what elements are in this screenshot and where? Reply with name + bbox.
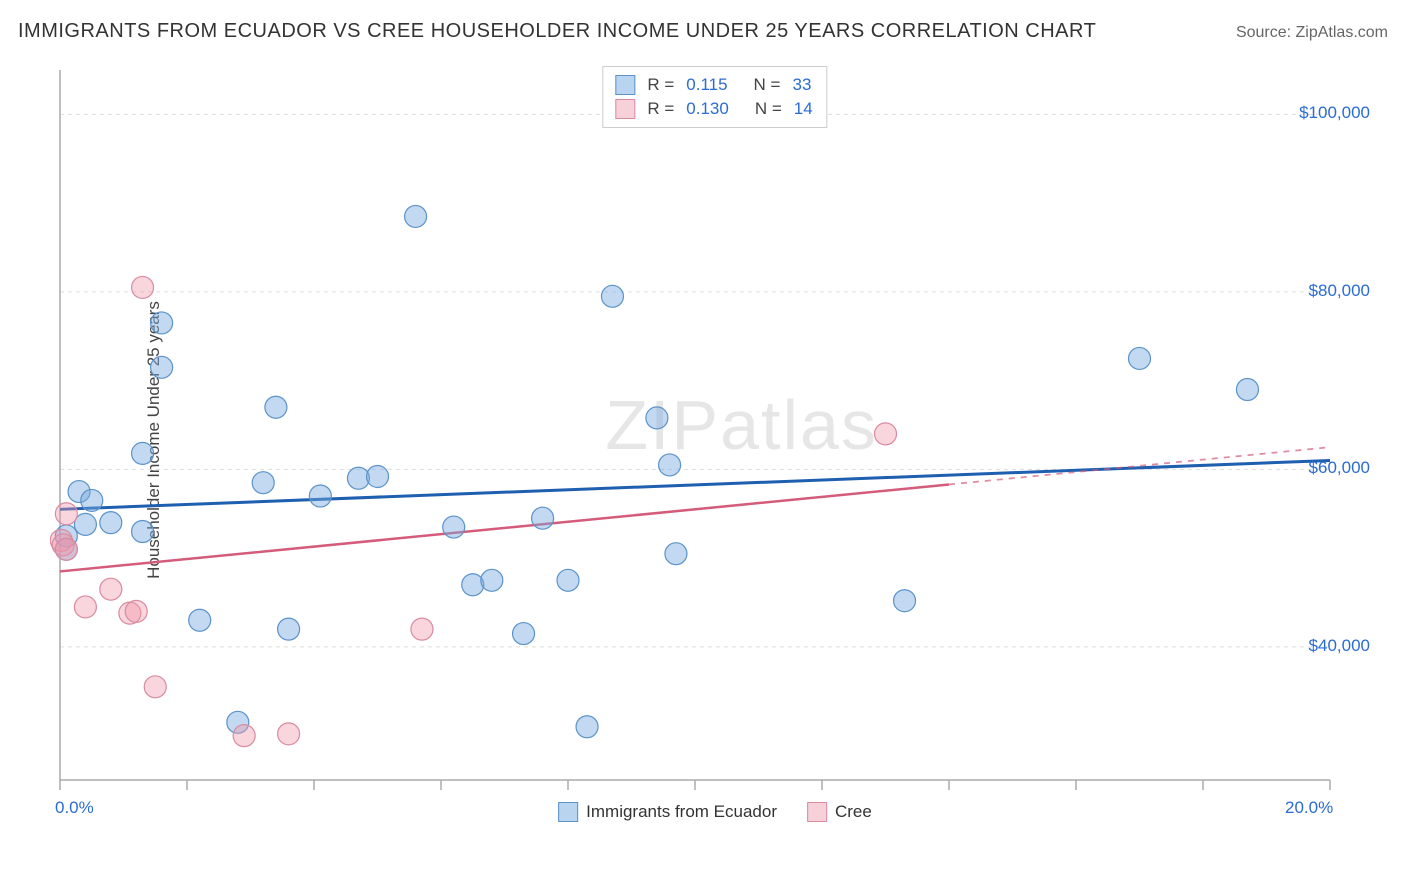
chart-header: IMMIGRANTS FROM ECUADOR VS CREE HOUSEHOL… bbox=[18, 20, 1388, 43]
series-label: Cree bbox=[835, 802, 872, 822]
r-label: R = bbox=[647, 75, 674, 95]
r-label: R = bbox=[647, 99, 674, 119]
scatter-plot bbox=[50, 60, 1380, 820]
correlation-legend: R = 0.115 N = 33 R = 0.130 N = 14 bbox=[602, 66, 827, 128]
y-tick-label: $80,000 bbox=[1309, 281, 1370, 301]
legend-swatch bbox=[807, 802, 827, 822]
legend-swatch bbox=[615, 75, 635, 95]
legend-row: R = 0.130 N = 14 bbox=[615, 97, 814, 121]
x-min-label: 0.0% bbox=[55, 798, 94, 818]
series-legend-item: Immigrants from Ecuador bbox=[558, 802, 777, 822]
series-legend-item: Cree bbox=[807, 802, 872, 822]
chart-source: Source: ZipAtlas.com bbox=[1236, 24, 1388, 42]
legend-row: R = 0.115 N = 33 bbox=[615, 73, 814, 97]
y-tick-label: $60,000 bbox=[1309, 458, 1370, 478]
n-label: N = bbox=[754, 75, 781, 95]
y-tick-label: $100,000 bbox=[1299, 103, 1370, 123]
legend-swatch bbox=[615, 99, 635, 119]
series-legend: Immigrants from Ecuador Cree bbox=[558, 802, 872, 822]
y-tick-label: $40,000 bbox=[1309, 636, 1370, 656]
r-value: 0.115 bbox=[686, 75, 727, 95]
n-label: N = bbox=[755, 99, 782, 119]
x-max-label: 20.0% bbox=[1285, 798, 1333, 818]
n-value: 33 bbox=[792, 75, 811, 95]
chart-area: Householder Income Under 25 years ZIPatl… bbox=[50, 60, 1380, 820]
r-value: 0.130 bbox=[686, 99, 729, 119]
n-value: 14 bbox=[794, 99, 813, 119]
series-label: Immigrants from Ecuador bbox=[586, 802, 777, 822]
legend-swatch bbox=[558, 802, 578, 822]
chart-title: IMMIGRANTS FROM ECUADOR VS CREE HOUSEHOL… bbox=[18, 20, 1096, 43]
